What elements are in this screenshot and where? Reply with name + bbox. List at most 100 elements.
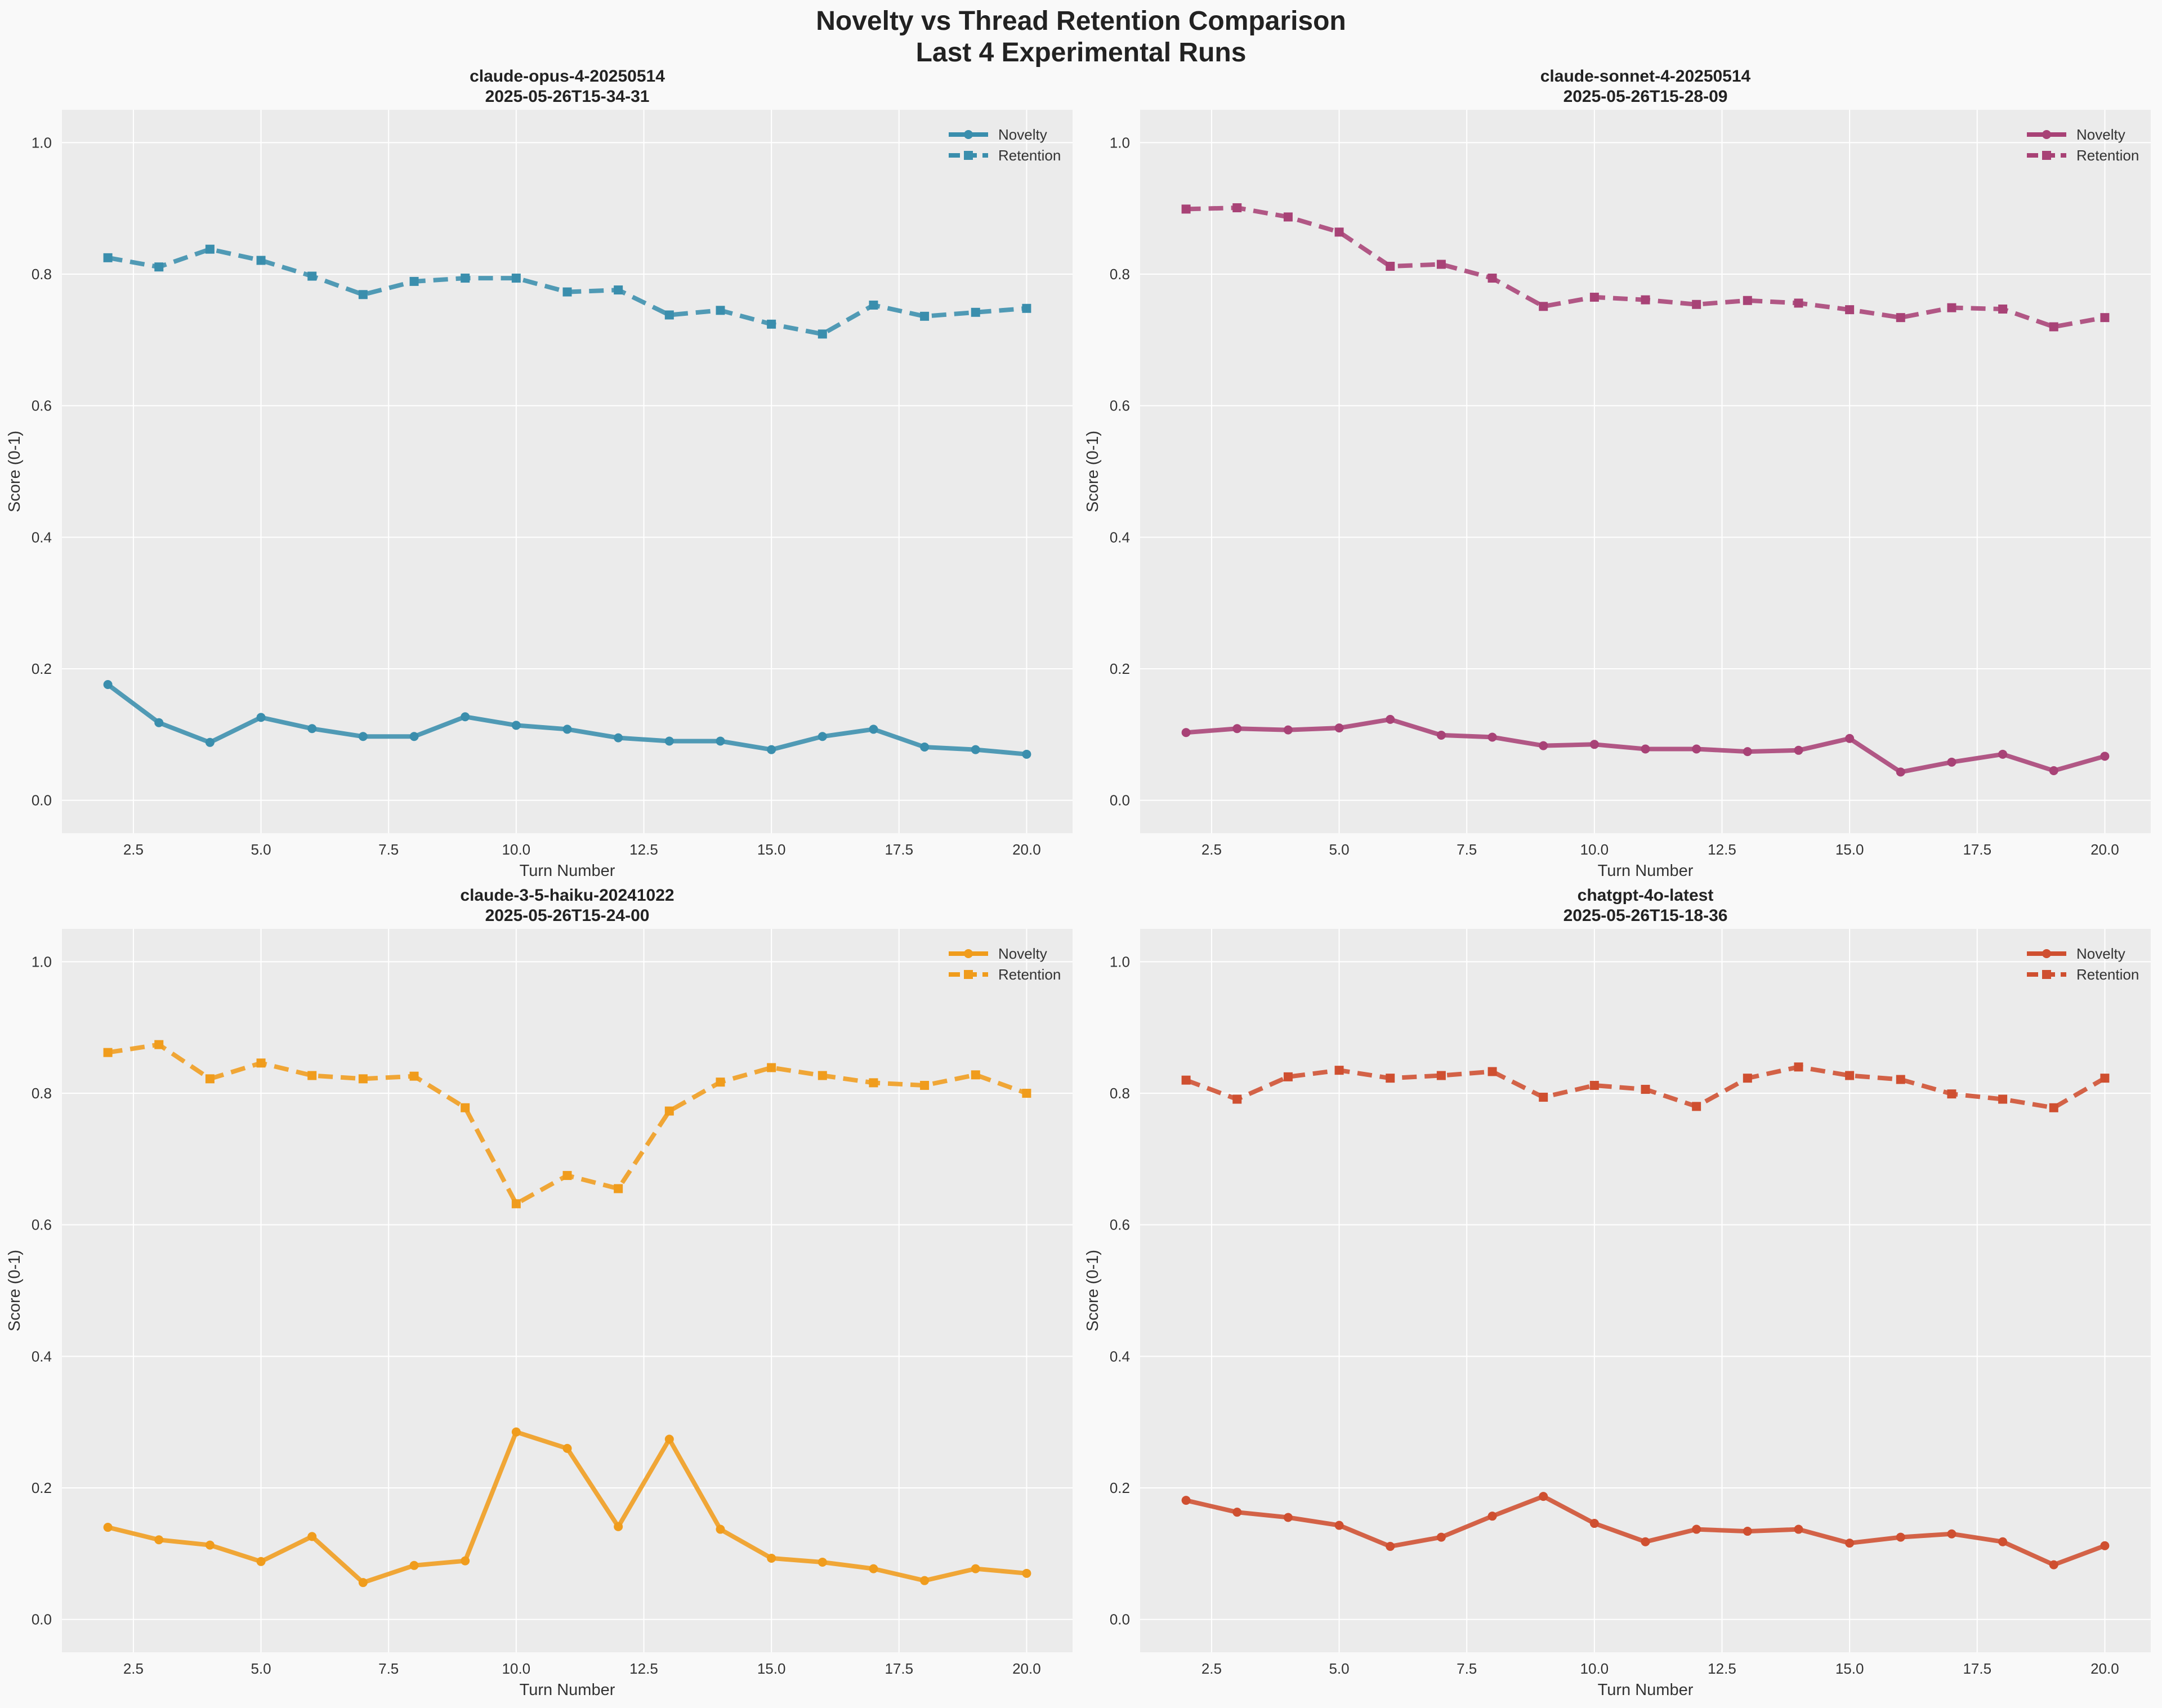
- data-point: [1488, 274, 1497, 283]
- legend-marker: [2042, 949, 2051, 958]
- legend-marker: [964, 151, 973, 160]
- data-point: [358, 290, 368, 299]
- data-point: [1334, 1521, 1344, 1530]
- legend-marker: [964, 130, 973, 139]
- data-point: [869, 1078, 878, 1088]
- data-point: [869, 725, 878, 734]
- legend-marker: [2042, 130, 2051, 139]
- x-axis-label: Turn Number: [520, 862, 615, 880]
- y-tick-label: 0.2: [32, 660, 52, 677]
- series-novelty: [103, 1427, 1031, 1588]
- x-tick-label: 15.0: [1835, 841, 1864, 858]
- y-tick-label: 0.4: [32, 1348, 52, 1365]
- data-point: [1641, 1537, 1650, 1546]
- y-tick-label: 1.0: [32, 134, 52, 151]
- data-point: [205, 1074, 215, 1084]
- data-point: [1845, 734, 1855, 743]
- data-point: [920, 742, 930, 752]
- data-point: [1794, 745, 1803, 755]
- data-point: [1743, 747, 1752, 757]
- data-point: [1283, 725, 1293, 735]
- data-point: [1181, 204, 1191, 214]
- y-tick-label: 1.0: [1110, 134, 1130, 151]
- data-point: [1743, 296, 1752, 305]
- y-tick-label: 0.0: [1110, 1611, 1130, 1628]
- x-tick-label: 15.0: [1835, 1660, 1864, 1677]
- data-point: [1488, 732, 1497, 742]
- plot-area: [1140, 110, 2151, 833]
- y-tick-label: 0.6: [32, 1217, 52, 1233]
- chart-panel-2: claude-sonnet-4-202505142025-05-26T15-28…: [1084, 67, 2151, 880]
- data-point: [1692, 1524, 1701, 1534]
- y-tick-label: 0.4: [1110, 529, 1130, 546]
- data-point: [154, 262, 164, 272]
- x-tick-label: 2.5: [1201, 841, 1222, 858]
- data-point: [1334, 227, 1344, 237]
- data-point: [511, 1199, 521, 1209]
- data-point: [1947, 1089, 1956, 1099]
- y-tick-label: 0.8: [32, 1085, 52, 1102]
- data-point: [154, 718, 164, 727]
- legend: Novelty Retention: [949, 126, 1061, 164]
- x-tick-label: 17.5: [885, 1660, 913, 1677]
- data-point: [1436, 260, 1446, 269]
- x-axis-label: Turn Number: [1598, 1681, 1694, 1699]
- data-point: [971, 1070, 980, 1080]
- data-point: [205, 244, 215, 254]
- data-point: [1896, 1075, 1905, 1084]
- data-point: [358, 1578, 368, 1588]
- data-point: [1181, 728, 1191, 737]
- data-point: [1436, 730, 1446, 740]
- y-tick-label: 0.0: [32, 792, 52, 809]
- chart-panel-1: claude-opus-4-202505142025-05-26T15-34-3…: [6, 67, 1073, 880]
- data-point: [920, 1576, 930, 1585]
- data-point: [358, 1074, 368, 1084]
- panel-title-model: claude-opus-4-20250514: [470, 67, 665, 86]
- legend-label-retention: Retention: [998, 147, 1061, 164]
- plot-area: [62, 929, 1073, 1652]
- data-point: [103, 1523, 113, 1532]
- data-point: [1539, 1492, 1548, 1501]
- y-tick-label: 1.0: [32, 953, 52, 970]
- data-point: [716, 1524, 725, 1534]
- x-tick-label: 2.5: [123, 1660, 144, 1677]
- data-point: [1386, 262, 1395, 271]
- data-point: [1386, 714, 1395, 724]
- panel-title-model: chatgpt-4o-latest: [1578, 886, 1714, 905]
- x-tick-label: 17.5: [1963, 1660, 1991, 1677]
- data-point: [1539, 302, 1548, 311]
- data-point: [256, 713, 266, 722]
- data-point: [205, 1540, 215, 1550]
- data-point: [154, 1535, 164, 1545]
- data-point: [767, 319, 776, 329]
- data-point: [103, 679, 113, 689]
- data-point: [1283, 212, 1293, 222]
- data-point: [307, 1071, 317, 1080]
- data-point: [1539, 1093, 1548, 1102]
- x-tick-label: 5.0: [1329, 1660, 1349, 1677]
- figure-title: Novelty vs Thread Retention Comparison L…: [0, 6, 2162, 69]
- x-tick-label: 7.5: [1457, 841, 1477, 858]
- data-point: [1334, 1066, 1344, 1075]
- data-point: [2100, 313, 2110, 323]
- data-point: [614, 1522, 623, 1531]
- data-point: [1022, 749, 1031, 759]
- data-point: [562, 1171, 572, 1181]
- data-point: [614, 1184, 623, 1193]
- data-point: [1743, 1074, 1752, 1083]
- chart-panel-3: claude-3-5-haiku-202410222025-05-26T15-2…: [6, 886, 1073, 1699]
- x-tick-label: 2.5: [1201, 1660, 1222, 1677]
- data-point: [664, 736, 674, 746]
- legend: Novelty Retention: [2027, 945, 2139, 983]
- series-retention: [103, 1040, 1031, 1209]
- x-tick-label: 5.0: [251, 1660, 271, 1677]
- y-axis-label: Score (0-1): [6, 431, 24, 512]
- data-point: [818, 732, 827, 741]
- y-tick-label: 0.2: [1110, 1479, 1130, 1496]
- y-tick-label: 0.8: [1110, 1085, 1130, 1102]
- data-point: [409, 276, 419, 286]
- series-retention: [1181, 203, 2110, 332]
- y-tick-label: 1.0: [1110, 953, 1130, 970]
- x-tick-label: 20.0: [1012, 841, 1041, 858]
- data-point: [1641, 744, 1650, 754]
